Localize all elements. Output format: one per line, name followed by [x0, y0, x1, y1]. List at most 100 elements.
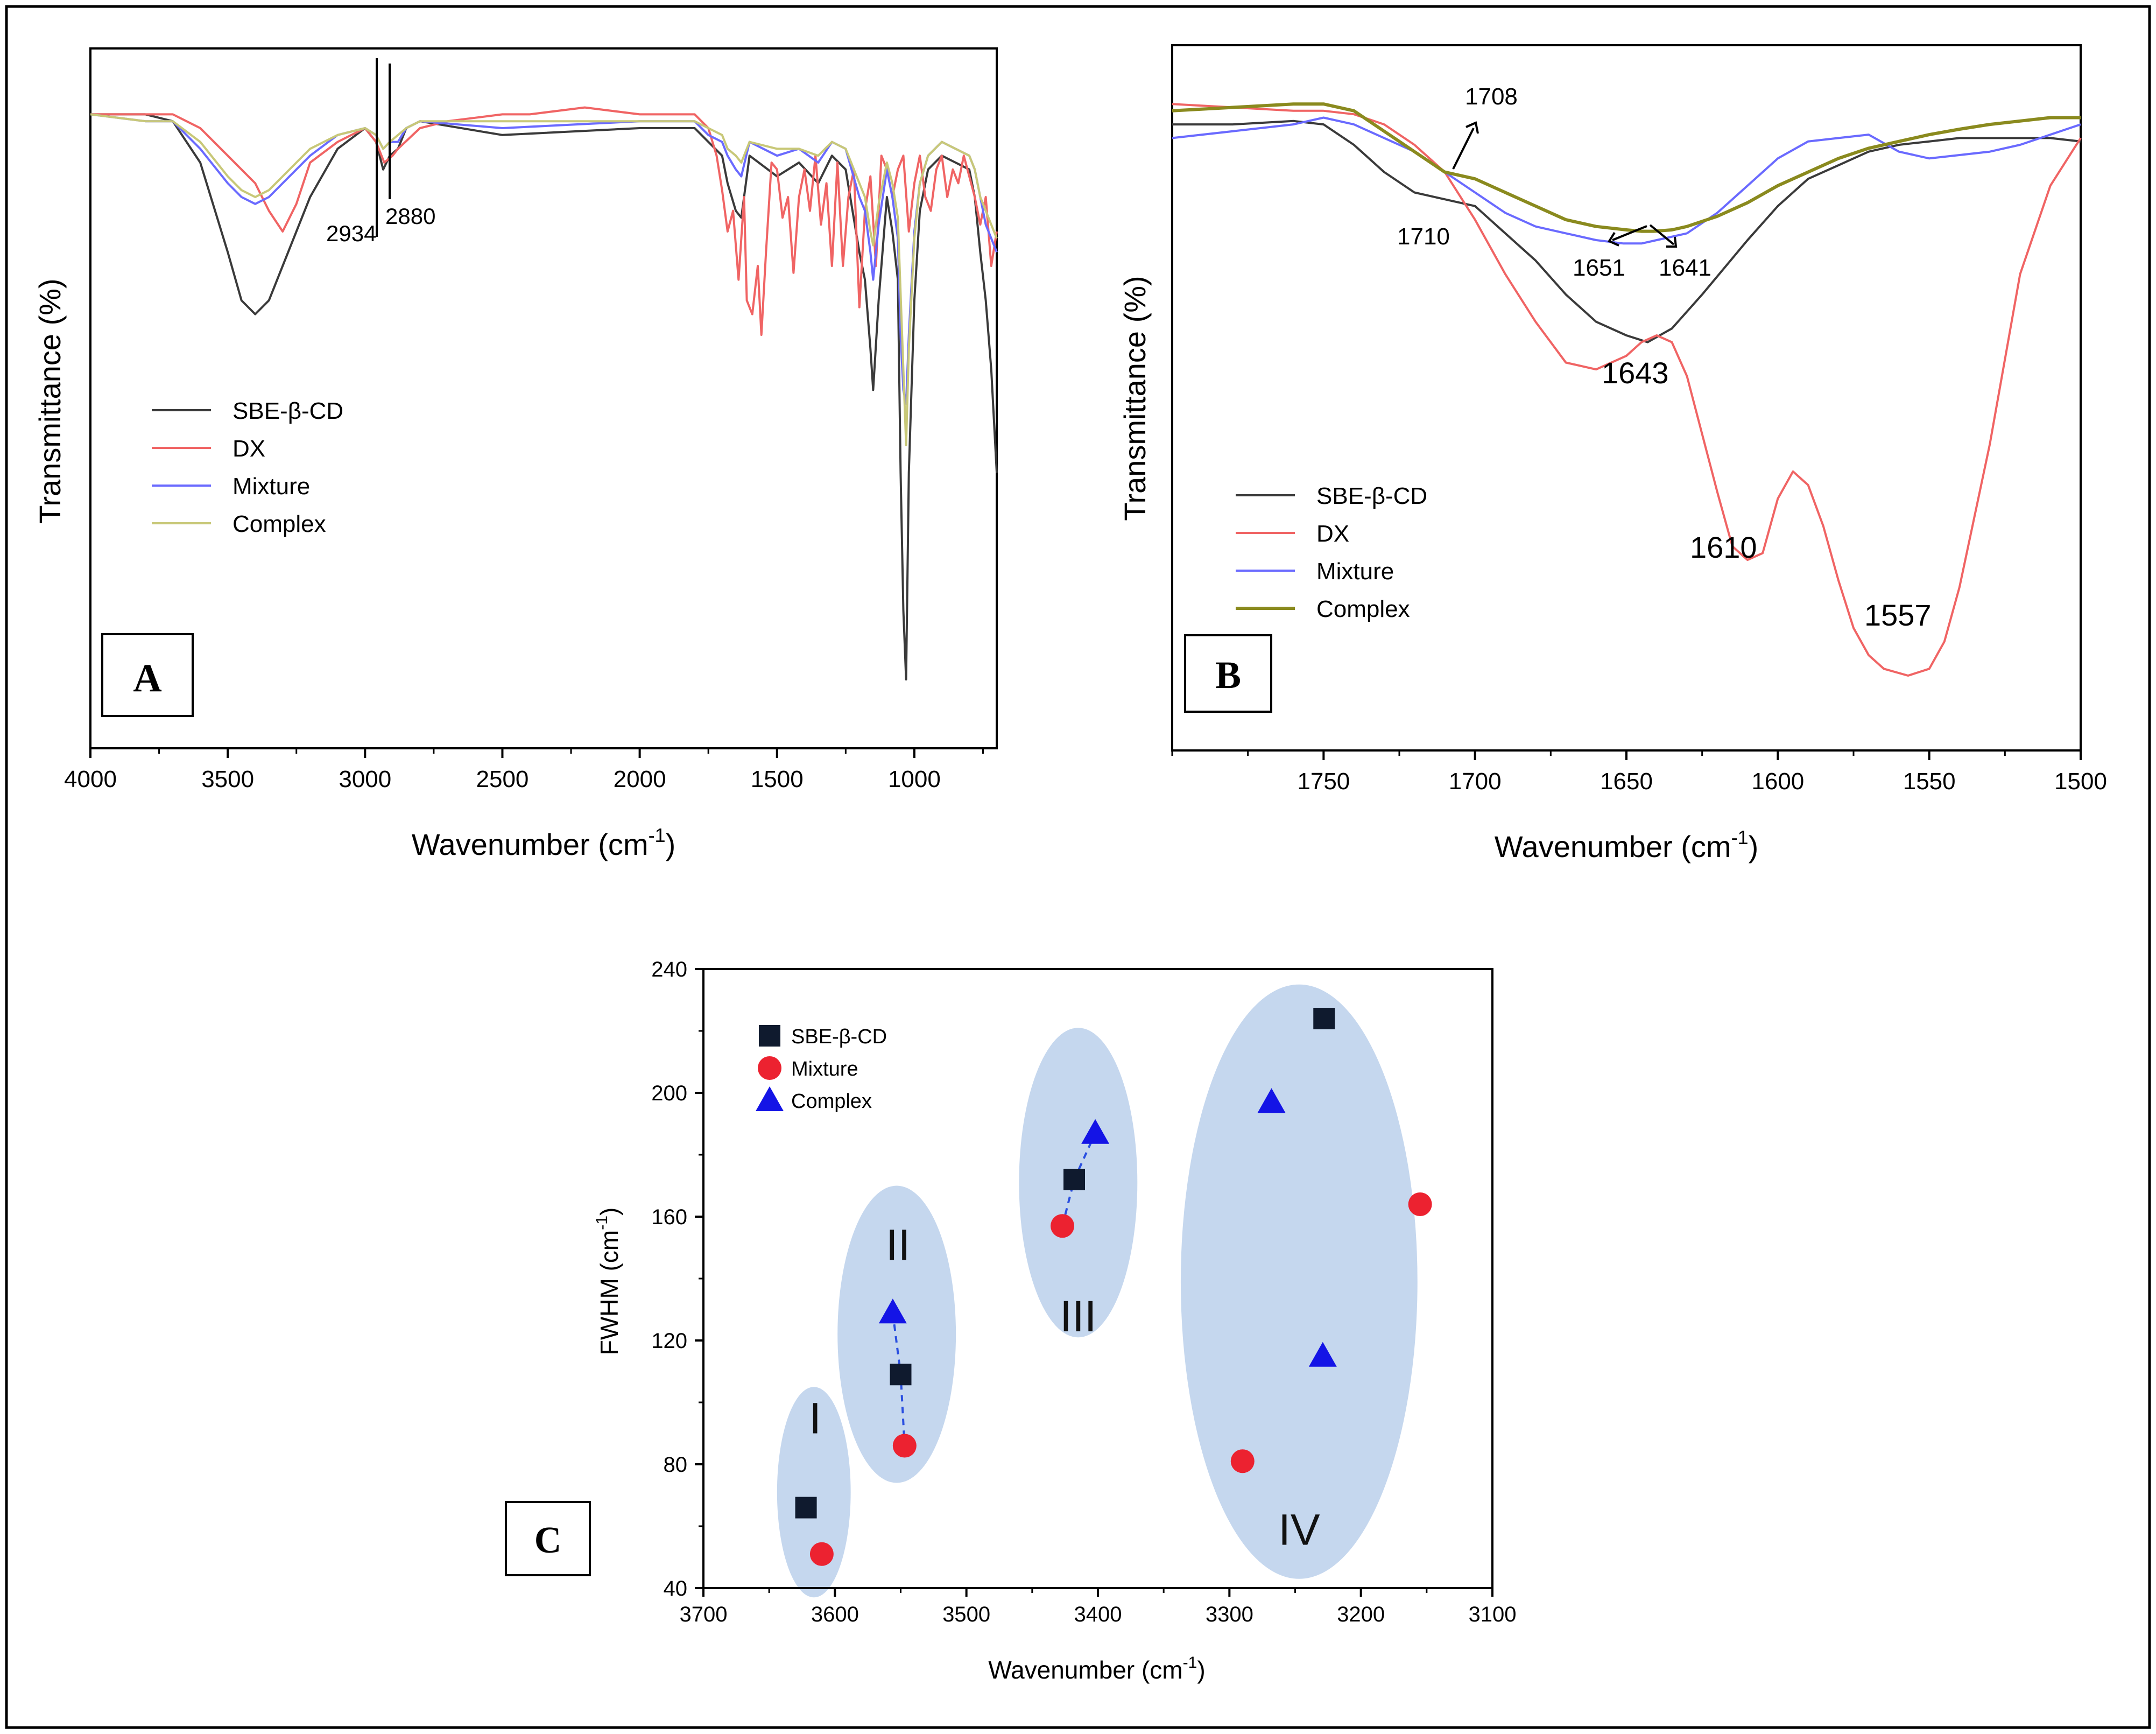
panel-a: 4000 3500 3000 2500 2000 1500 1000 2934 2880 S… [33, 47, 998, 861]
panel-a-xtick-label: 2000 [614, 766, 666, 792]
panel-a-label: A [133, 656, 161, 700]
panel-b-ylabel: Transmittance (%) [1118, 276, 1152, 521]
group-label-iii: III [1060, 1292, 1096, 1341]
data-point-mixture [1051, 1214, 1075, 1238]
panel-a-series-complex [90, 113, 998, 446]
panel-c-label-box [505, 1501, 591, 1576]
group-ellipse-ii [837, 1185, 956, 1483]
panel-c-xlabel-main: Wavenumber (cm [988, 1656, 1182, 1684]
group-ellipse-i [777, 1387, 851, 1598]
panel-b-xlabel-end: ) [1749, 830, 1759, 864]
group-label-iv: IV [1278, 1506, 1320, 1555]
data-point-complex [1081, 1119, 1110, 1144]
panel-b-series-dx [1172, 103, 2082, 677]
panel-a-label-box [101, 633, 194, 717]
panel-b-label-box [1184, 634, 1272, 713]
annotation-1710: 1710 [1397, 223, 1450, 250]
panel-a-legend-label-complex: Complex [232, 511, 326, 537]
panel-b-series-mixture [1172, 116, 2081, 245]
panel-b-xlabel-main: Wavenumber (cm [1495, 830, 1731, 864]
data-point-mixture [892, 1434, 917, 1458]
panel-c-ytick-label: 200 [651, 1082, 687, 1105]
panel-c-legend-marker-sbe-cd [759, 1025, 780, 1047]
panel-b-arrows [1452, 121, 1678, 248]
panel-b: 1750 1700 1650 1600 1550 1500 1708 1710 1651 … [1118, 44, 2107, 864]
panel-c-legend-label-complex: Complex [791, 1090, 872, 1113]
data-point-mixture [809, 1542, 834, 1566]
panel-a-series-dx [90, 106, 998, 336]
panel-c-legend-marker-complex [756, 1086, 784, 1111]
panel-c-xlabel-sup: -1 [1183, 1654, 1197, 1672]
panel-b-legend-label-mixture: Mixture [1316, 558, 1394, 585]
data-point-sbe-cd [1063, 1169, 1086, 1190]
panel-b-xtick-label: 1550 [1903, 768, 1956, 795]
panel-c-xtick-label: 3700 [680, 1603, 728, 1626]
panel-a-xtick-label: 3000 [339, 766, 391, 792]
panel-c-legend-marker-mixture [758, 1056, 781, 1080]
data-point-mixture [1408, 1192, 1432, 1216]
annotation-1557: 1557 [1864, 598, 1932, 632]
group-label-ii: II [886, 1221, 911, 1270]
panel-c-ylabel-end: ) [595, 1208, 623, 1216]
panel-c-label: C [534, 1520, 562, 1561]
data-point-mixture [1230, 1449, 1255, 1473]
panel-c-xlabel-end: ) [1197, 1656, 1205, 1684]
annotation-1708: 1708 [1465, 83, 1518, 110]
panel-c-xtick-label: 3400 [1074, 1603, 1122, 1626]
figure-border [5, 5, 2151, 1729]
annotation-2880: 2880 [385, 203, 435, 229]
panel-c-xtick-label: 3300 [1206, 1603, 1253, 1626]
data-point-complex [1308, 1342, 1337, 1367]
panel-a-xlabel-sup: -1 [649, 824, 666, 846]
panel-a-xtick-label: 3500 [201, 766, 254, 792]
panel-c-ylabel-sup: -1 [593, 1216, 611, 1230]
panel-a-legend-label-dx: DX [232, 436, 265, 462]
panel-a-xtick-label: 4000 [64, 766, 117, 792]
panel-b-legend-label-complex: Complex [1316, 596, 1410, 622]
panel-b-legend-label-sbe-cd: SBE-β-CD [1316, 483, 1427, 509]
data-point-sbe-cd [890, 1364, 912, 1386]
panel-a-xlabel: Wavenumber (cm-1) [412, 824, 675, 861]
panel-b-legend-label-dx: DX [1316, 521, 1349, 547]
panel-a-legend-label-sbe-cd: SBE-β-CD [232, 398, 343, 424]
data-point-sbe-cd [1313, 1008, 1335, 1029]
panel-c-ylabel-main: FWHM (cm [595, 1230, 623, 1355]
panel-b-xlabel-sup: -1 [1731, 826, 1749, 848]
panel-c-legend-label-sbe-cd: SBE-β-CD [791, 1026, 887, 1048]
panel-b-xtick-label: 1700 [1449, 768, 1502, 795]
panel-b-xtick-label: 1600 [1751, 768, 1804, 795]
panel-b-xlabel: Wavenumber (cm-1) [1495, 826, 1758, 864]
data-point-complex [1257, 1088, 1286, 1113]
group-label-i: I [809, 1394, 821, 1443]
panel-b-frame [1171, 44, 2082, 752]
panel-a-xlabel-main: Wavenumber (cm [412, 827, 649, 861]
panel-c-xlabel: Wavenumber (cm-1) [988, 1654, 1205, 1684]
annotation-1641: 1641 [1659, 255, 1711, 281]
panel-b-xtick-label: 1500 [2054, 768, 2107, 795]
panel-c-ytick-label: 240 [651, 958, 687, 981]
data-point-sbe-cd [795, 1497, 817, 1519]
panel-a-frame [89, 47, 998, 749]
panel-c-ylabel: FWHM (cm-1) [593, 1208, 623, 1356]
data-point-complex [878, 1298, 907, 1324]
annotation-2934: 2934 [326, 221, 376, 246]
panel-c-xtick-label: 3200 [1337, 1603, 1385, 1626]
panel-c-ytick-label: 80 [664, 1453, 688, 1477]
panel-a-xtick-label: 1500 [751, 766, 804, 792]
panel-a-annotation-lines [376, 58, 391, 237]
annotation-1610: 1610 [1690, 530, 1757, 564]
panel-c-ytick-label: 120 [651, 1329, 687, 1353]
panel-c-ytick-label: 160 [651, 1205, 687, 1229]
annotation-1651: 1651 [1573, 255, 1625, 281]
panel-a-xlabel-end: ) [666, 827, 676, 861]
panel-c-xtick-label: 3100 [1469, 1603, 1517, 1626]
panel-c-xtick-label: 3600 [811, 1603, 859, 1626]
panel-a-xtick-label: 2500 [476, 766, 529, 792]
panel-a-xtick-label: 1000 [888, 766, 941, 792]
annotation-1643: 1643 [1602, 356, 1669, 390]
panel-a-ylabel: Transmittance (%) [33, 278, 67, 523]
panel-b-series-complex [1172, 102, 2081, 233]
panel-b-label: B [1215, 654, 1241, 697]
